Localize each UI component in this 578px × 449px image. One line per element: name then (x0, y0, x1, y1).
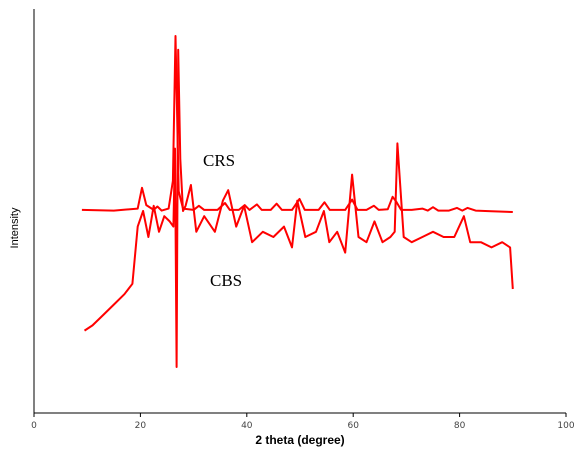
series-label-crs: CRS (203, 151, 235, 170)
x-axis-label: 2 theta (degree) (255, 433, 344, 447)
x-tick-label: 20 (135, 421, 147, 431)
x-tick-label: 40 (241, 421, 253, 431)
series-line-crs (81, 35, 513, 213)
series-line-cbs (83, 48, 514, 368)
y-axis-label: Intensity (9, 207, 21, 248)
x-tick-label: 80 (454, 421, 466, 431)
x-ticks: 0 20 40 60 80 100 (31, 413, 575, 431)
x-tick-label: 100 (557, 421, 574, 431)
series-lines (81, 35, 514, 368)
series-label-cbs: CBS (210, 271, 242, 290)
x-tick-label: 60 (347, 421, 359, 431)
x-tick-label: 0 (31, 421, 37, 431)
